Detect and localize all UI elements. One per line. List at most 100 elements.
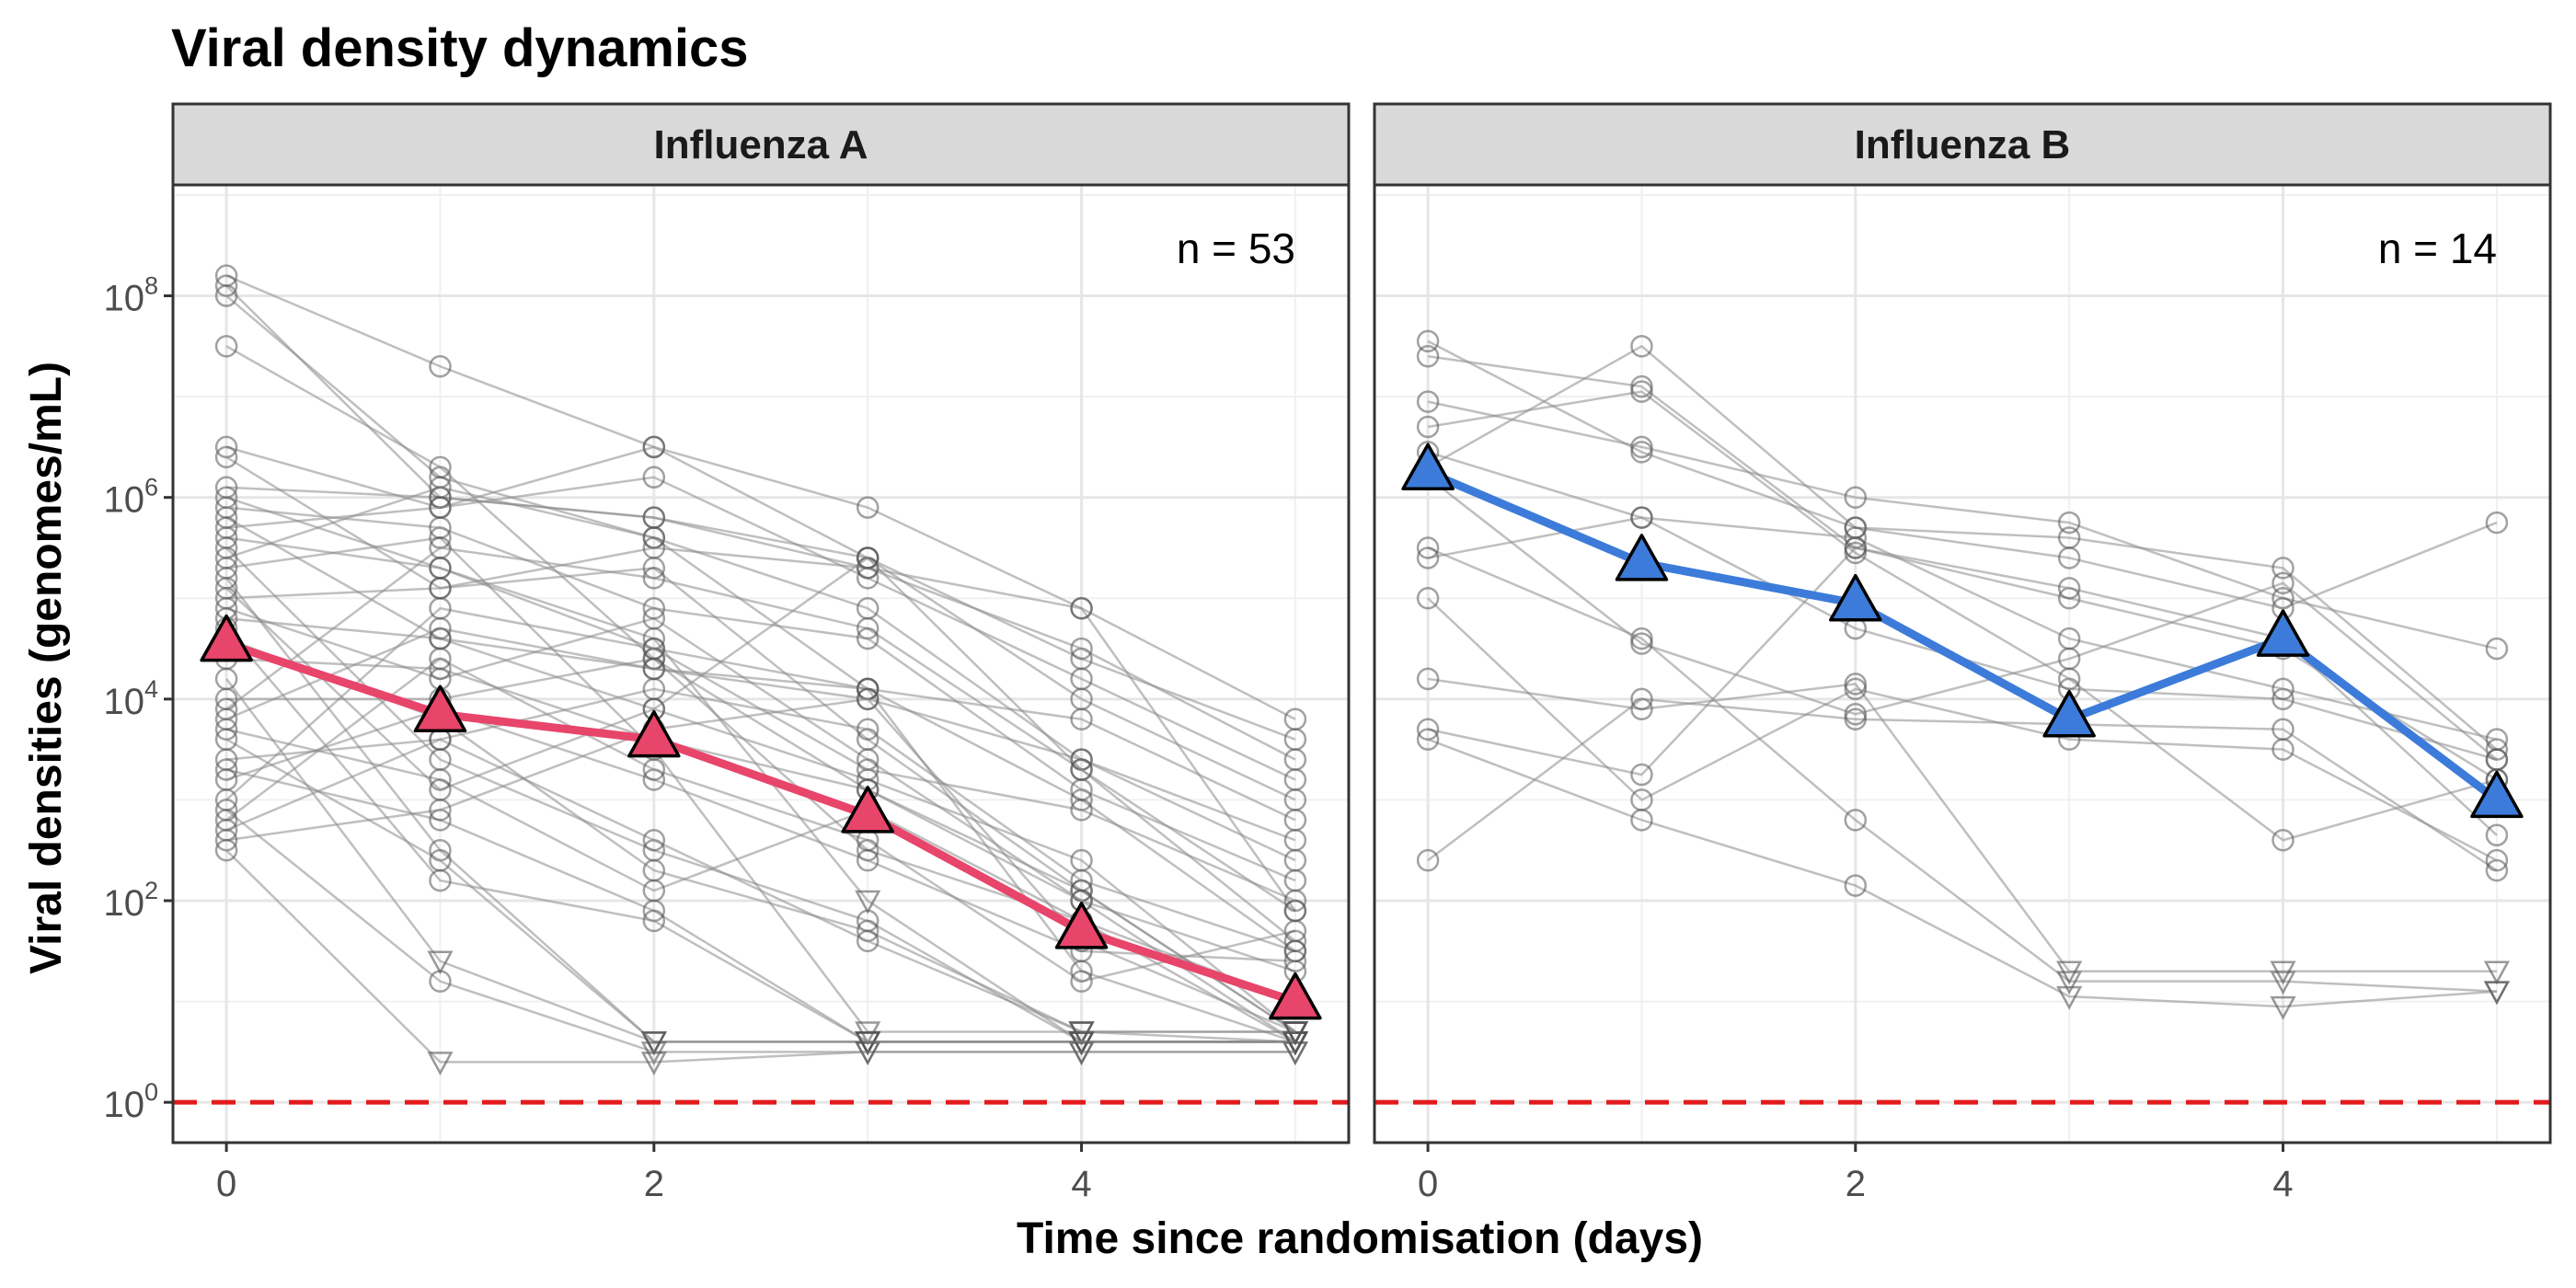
individual-line <box>225 627 1295 1043</box>
individual-point <box>856 929 880 953</box>
individual-line <box>225 697 1296 842</box>
y-tick-label: 106 <box>103 474 158 521</box>
individual-point <box>856 627 880 650</box>
mean-point <box>200 614 253 662</box>
below-loq-point <box>2056 960 2083 985</box>
facet-strip-label: Influenza B <box>1855 122 2071 167</box>
individual-point <box>2485 637 2509 661</box>
mean-point <box>2042 690 2096 738</box>
facet-strip <box>171 102 1351 187</box>
individual-point <box>1416 546 1440 569</box>
individual-point <box>642 567 666 590</box>
y-tick-label: 108 <box>103 272 158 319</box>
individual-point <box>1630 374 1653 398</box>
individual-point <box>642 435 666 459</box>
individual-point <box>2271 557 2294 580</box>
individual-point <box>2057 511 2081 535</box>
individual-point <box>1630 627 1653 650</box>
individual-point <box>856 687 880 711</box>
individual-line <box>1427 738 2497 1008</box>
individual-point <box>429 970 452 993</box>
individual-line <box>225 536 1296 1043</box>
plot-background <box>173 185 1349 1143</box>
below-loq-point <box>2270 995 2296 1020</box>
individual-point <box>214 838 238 862</box>
individual-point <box>2271 738 2294 761</box>
individual-point <box>642 758 666 781</box>
individual-point <box>2057 577 2081 600</box>
individual-line <box>225 707 1295 963</box>
individual-point <box>214 577 238 600</box>
individual-point <box>214 335 238 358</box>
mean-line <box>224 639 1297 1006</box>
individual-trajectories <box>214 264 1309 1075</box>
x-tick-label: 0 <box>1418 1164 1438 1204</box>
y-tick-label: 104 <box>103 675 158 722</box>
individual-point <box>1416 390 1440 413</box>
panel-influenza-b: Influenza B n = 14 0 2 4 <box>1373 102 2552 1204</box>
individual-point <box>1416 848 1440 872</box>
mean-point <box>413 684 467 733</box>
individual-point <box>1844 703 1868 726</box>
individual-point <box>1630 335 1653 358</box>
below-loq-point <box>2483 960 2511 985</box>
individual-line <box>1427 516 2498 741</box>
facet-strip-label: Influenza A <box>653 122 868 167</box>
individual-point <box>429 868 452 892</box>
below-loq-point <box>640 1052 667 1075</box>
below-loq-point <box>2056 985 2083 1010</box>
x-tick-label: 2 <box>644 1164 664 1204</box>
below-loq-point <box>1282 1031 1309 1056</box>
individual-point <box>2485 748 2509 771</box>
individual-line <box>225 284 1296 761</box>
mean-point <box>841 786 894 834</box>
individual-line <box>1427 339 2498 751</box>
chart-title: Viral density dynamics <box>171 18 749 78</box>
individual-point <box>856 546 880 569</box>
individual-point <box>429 616 452 640</box>
individual-line <box>225 627 1296 1033</box>
individual-line <box>225 738 1295 1033</box>
individual-point <box>2057 546 2081 569</box>
individual-point <box>1283 919 1307 943</box>
panel-influenza-a: Influenza A n = 53 0 2 4 100 102 104 106 108 <box>103 102 1351 1204</box>
individual-point <box>1630 632 1653 655</box>
individual-line <box>226 546 1296 720</box>
mean-point <box>627 709 681 758</box>
x-tick-label: 4 <box>1071 1164 1091 1204</box>
individual-point <box>429 354 452 378</box>
individual-line <box>1427 546 2497 993</box>
individual-point <box>1283 868 1307 892</box>
sample-size-label: n = 53 <box>1177 224 1295 272</box>
individual-line <box>226 657 1296 972</box>
individual-point <box>642 829 666 852</box>
y-tick-label: 102 <box>103 877 158 924</box>
individual-point <box>429 516 452 539</box>
individual-line <box>225 606 1296 903</box>
x-tick-label: 2 <box>1846 1164 1866 1204</box>
below-loq-point <box>1282 1021 1309 1046</box>
individual-point <box>214 445 238 469</box>
individual-point <box>1283 707 1307 731</box>
individual-point <box>1844 677 1868 701</box>
below-loq-point <box>2483 981 2511 1006</box>
mean-point <box>1401 443 1455 491</box>
individual-line <box>1427 400 2498 650</box>
individual-point <box>1844 707 1868 731</box>
individual-point <box>1844 486 1868 509</box>
individual-line <box>225 476 1296 781</box>
x-axis-title: Time since randomisation (days) <box>1017 1214 1703 1263</box>
individual-line <box>225 546 1296 913</box>
mean-point <box>1054 902 1109 949</box>
individual-point <box>429 476 452 499</box>
individual-point <box>1416 415 1440 439</box>
panel-border <box>1373 183 2552 1144</box>
below-loq-point <box>855 1031 881 1056</box>
individual-point <box>1070 868 1093 892</box>
individual-point <box>1630 441 1653 464</box>
below-loq-point <box>2270 960 2296 985</box>
individual-point <box>1416 345 1440 368</box>
individual-point <box>856 718 880 741</box>
facet-strip <box>1373 102 2552 187</box>
